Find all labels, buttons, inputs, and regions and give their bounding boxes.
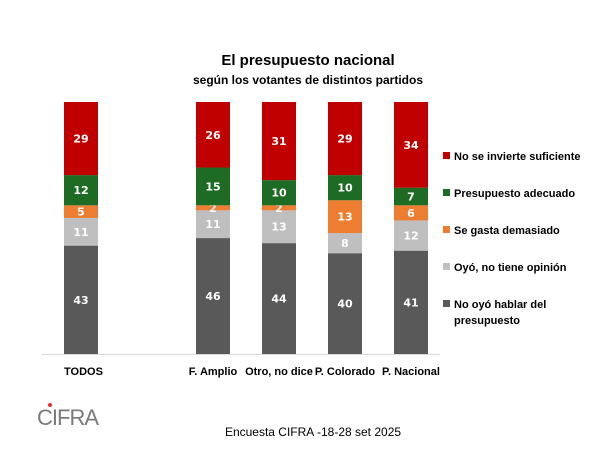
bar-segment (328, 175, 362, 201)
legend-item: No oyó hablar del presupuesto (443, 299, 546, 327)
bar-value-label: 29 (73, 133, 88, 146)
bar-value-label: 2 (209, 202, 217, 215)
bar-segment (262, 180, 296, 206)
legend-label: Oyó, no tiene opinión (454, 262, 567, 274)
bar-segment (394, 250, 428, 354)
bar-value-label: 10 (271, 187, 287, 200)
bar-segment (328, 102, 362, 176)
bar-stack-4: 41 12 6 7 34 (394, 102, 428, 354)
bar-value-label: 15 (205, 180, 220, 193)
legend-item: No se invierte suficiente (443, 151, 581, 163)
bar-segment (64, 217, 98, 246)
cifra-logo: CIFRA (37, 403, 100, 430)
legend-swatch (443, 300, 450, 307)
bar-value-label: 8 (341, 237, 349, 250)
bar-value-label: 6 (407, 207, 415, 220)
legend-item: Presupuesto adecuado (443, 188, 575, 200)
cifra-logo-text: CIFRA (37, 405, 99, 430)
legend-item: Se gasta demasiado (443, 225, 560, 237)
bar-value-label: 5 (77, 206, 85, 219)
bar-stack-3: 40 8 13 10 29 (328, 102, 362, 354)
bar-segment (262, 243, 296, 354)
legend-label: No oyó hablar del (454, 299, 546, 311)
bar-segment (64, 245, 98, 354)
bar-segment (262, 210, 296, 244)
bar-segment (262, 205, 296, 211)
bar-segment (196, 167, 230, 206)
bar-stack-2: 44 13 2 10 31 (262, 102, 296, 354)
category-labels: TODOS F. Amplio Otro, no dice P. Colorado P.… (64, 366, 440, 378)
category-label: TODOS (64, 366, 103, 378)
bar-value-label: 11 (73, 226, 88, 239)
bar-segment (196, 205, 230, 211)
bar-segment (394, 102, 428, 188)
bar-value-label: 43 (73, 294, 88, 307)
category-label: P. Nacional (382, 366, 440, 378)
bars-group: 43 11 5 12 29 46 11 2 15 26 44 13 2 10 31 40 8 13 10 29 41 12… (64, 102, 428, 354)
bar-value-label: 26 (205, 129, 221, 142)
category-label: F. Amplio (189, 366, 238, 378)
bar-value-label: 41 (403, 296, 418, 309)
bar-segment (64, 175, 98, 206)
bar-value-label: 7 (407, 191, 415, 204)
chart-subtitle: según los votantes de distintos partidos (193, 73, 423, 87)
bar-segment (64, 205, 98, 218)
bar-value-label: 10 (337, 182, 353, 195)
bar-value-label: 2 (275, 202, 283, 215)
bar-segment (394, 220, 428, 251)
bar-value-label: 40 (337, 298, 353, 311)
bar-value-label: 12 (403, 230, 418, 243)
bar-stack-0: 43 11 5 12 29 (64, 102, 98, 354)
bar-segment (328, 233, 362, 254)
legend-swatch (443, 152, 450, 159)
bar-segment (394, 187, 428, 206)
category-label: Otro, no dice (245, 366, 313, 378)
category-label: P. Colorado (315, 366, 376, 378)
bar-stack-1: 46 11 2 15 26 (196, 102, 230, 354)
legend-label: Se gasta demasiado (454, 225, 560, 237)
bar-value-label: 46 (205, 290, 221, 303)
bar-value-label: 11 (205, 218, 220, 231)
bar-value-label: 44 (271, 293, 287, 306)
chart-title: El presupuesto nacional (221, 52, 394, 69)
bar-segment (328, 200, 362, 234)
legend-swatch (443, 226, 450, 233)
legend-label: presupuesto (454, 315, 520, 327)
bar-value-label: 29 (337, 133, 352, 146)
legend-label: No se invierte suficiente (454, 151, 581, 163)
cifra-logo-dot (48, 403, 52, 407)
legend-label: Presupuesto adecuado (454, 188, 575, 200)
bar-value-label: 31 (271, 135, 286, 148)
bar-segment (196, 238, 230, 354)
bar-segment (64, 102, 98, 176)
bar-value-label: 13 (337, 211, 352, 224)
legend: No se invierte suficiente Presupuesto ade… (443, 151, 581, 327)
bar-segment (196, 210, 230, 239)
bar-segment (262, 102, 296, 181)
legend-swatch (443, 263, 450, 270)
bar-segment (196, 102, 230, 168)
bar-segment (328, 253, 362, 354)
bar-value-label: 34 (403, 139, 419, 152)
source-note: Encuesta CIFRA -18-28 set 2025 (225, 425, 401, 439)
bar-value-label: 12 (73, 184, 88, 197)
bar-segment (394, 205, 428, 221)
legend-swatch (443, 189, 450, 196)
legend-item: Oyó, no tiene opinión (443, 262, 567, 274)
bar-value-label: 13 (271, 221, 286, 234)
